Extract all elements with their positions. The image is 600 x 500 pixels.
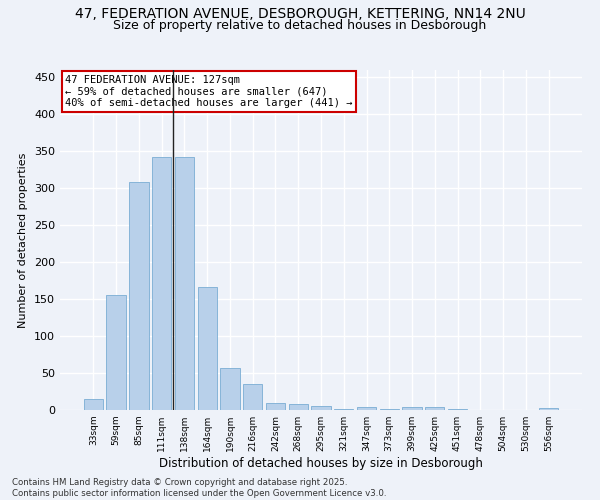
Bar xyxy=(539,408,558,410)
Bar xyxy=(243,384,262,410)
Text: 47 FEDERATION AVENUE: 127sqm
← 59% of detached houses are smaller (647)
40% of s: 47 FEDERATION AVENUE: 127sqm ← 59% of de… xyxy=(65,75,353,108)
Bar xyxy=(425,407,445,410)
Y-axis label: Number of detached properties: Number of detached properties xyxy=(19,152,28,328)
Bar xyxy=(129,182,149,410)
Bar xyxy=(334,408,353,410)
Bar xyxy=(220,368,239,410)
Bar xyxy=(152,157,172,410)
Bar xyxy=(357,407,376,410)
Bar xyxy=(106,296,126,410)
Bar xyxy=(380,408,399,410)
Text: Size of property relative to detached houses in Desborough: Size of property relative to detached ho… xyxy=(113,18,487,32)
Bar xyxy=(289,404,308,410)
Bar xyxy=(175,157,194,410)
Bar xyxy=(403,407,422,410)
Bar xyxy=(84,399,103,410)
Text: 47, FEDERATION AVENUE, DESBOROUGH, KETTERING, NN14 2NU: 47, FEDERATION AVENUE, DESBOROUGH, KETTE… xyxy=(74,8,526,22)
Bar xyxy=(448,408,467,410)
X-axis label: Distribution of detached houses by size in Desborough: Distribution of detached houses by size … xyxy=(159,457,483,470)
Bar xyxy=(266,402,285,410)
Bar xyxy=(197,288,217,410)
Bar xyxy=(311,406,331,410)
Text: Contains HM Land Registry data © Crown copyright and database right 2025.
Contai: Contains HM Land Registry data © Crown c… xyxy=(12,478,386,498)
